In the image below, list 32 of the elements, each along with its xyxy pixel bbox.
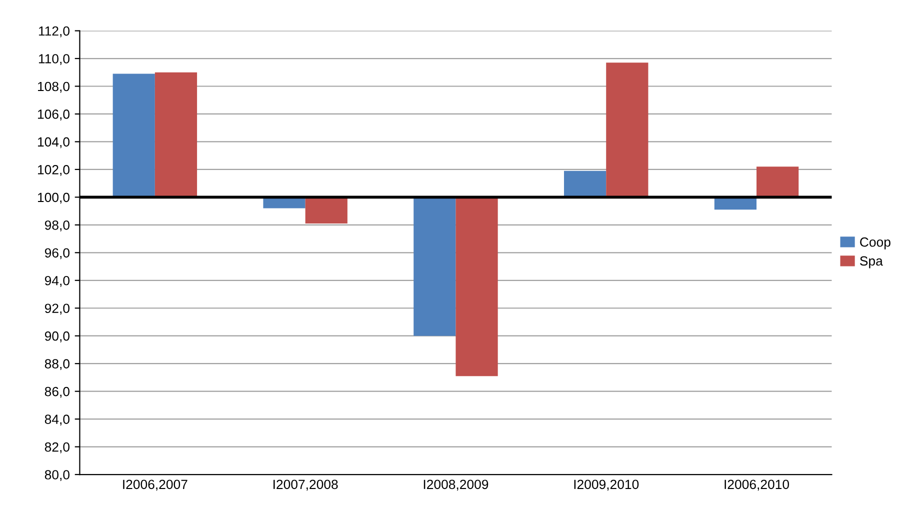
bar: [305, 197, 348, 224]
y-tick-label: 108,0: [38, 82, 70, 93]
y-tick-label: 112,0: [38, 26, 70, 38]
y-tick-label: 94,0: [44, 276, 70, 287]
x-tick-label: I2008,2009: [424, 480, 488, 491]
y-tick-label: 92,0: [44, 304, 70, 315]
bar: [606, 62, 648, 198]
bar: [414, 197, 456, 336]
y-tick-label: 104,0: [38, 137, 70, 148]
y-tick-label: 100,0: [38, 192, 70, 204]
y-tick-label: 90,0: [44, 331, 70, 342]
y-tick-label: 96,0: [44, 248, 70, 260]
y-tick-label: 88,0: [44, 359, 70, 370]
bar: [756, 166, 799, 198]
y-tick-label: 98,0: [44, 220, 70, 232]
y-tick-label: 84,0: [44, 414, 70, 426]
bar: [112, 74, 155, 198]
bar: [154, 72, 198, 198]
x-tick-label: I2006,2007: [123, 480, 188, 491]
bar: [456, 197, 498, 376]
y-tick-label: 86,0: [44, 386, 70, 398]
legend-label: Spa: [860, 256, 883, 268]
y-tick-label: 80,0: [44, 470, 70, 481]
x-tick-label: I2009,2010: [574, 480, 639, 491]
legend-label: Coop: [860, 237, 890, 250]
x-tick-label: I2006,2010: [724, 480, 790, 491]
bar: [564, 170, 606, 198]
y-tick-label: 106,0: [38, 110, 70, 120]
y-tick-label: 110,0: [38, 54, 70, 65]
y-tick-label: 102,0: [38, 165, 70, 176]
x-tick-label: I2007,2008: [274, 480, 338, 491]
y-tick-label: 82,0: [44, 442, 70, 454]
